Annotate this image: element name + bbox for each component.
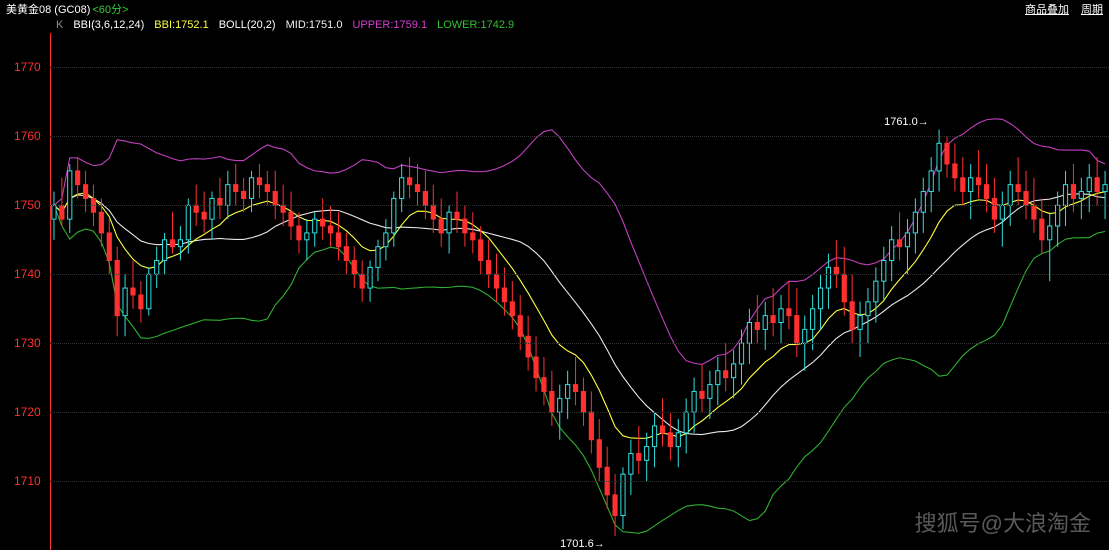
low-annotation: 1701.6→ (560, 538, 605, 550)
grid-line (50, 67, 1109, 68)
grid-line (50, 343, 1109, 344)
y-axis: 1710 1720 1730 1740 1750 1760 1770 (0, 33, 50, 550)
indicator-row: K BBI(3,6,12,24) BBI:1752.1 BOLL(20,2) M… (0, 17, 1109, 33)
timeframe-label: <60分> (92, 1, 128, 17)
k-label: K (56, 19, 63, 31)
y-tick-label: 1750 (14, 198, 41, 212)
y-tick-label: 1720 (14, 405, 41, 419)
y-tick-label: 1730 (14, 336, 41, 350)
bbi-value: BBI:1752.1 (154, 19, 208, 31)
chart-svg (50, 33, 1109, 550)
plot-area[interactable]: 1761.0→ 1701.6→ (50, 33, 1109, 550)
y-tick-label: 1760 (14, 129, 41, 143)
period-link[interactable]: 周期 (1081, 1, 1103, 17)
y-tick-label: 1740 (14, 267, 41, 281)
mid-value: MID:1751.0 (286, 19, 343, 31)
grid-line (50, 205, 1109, 206)
instrument-title: 美黄金08 (GC08) (6, 1, 90, 17)
bbi-label: BBI(3,6,12,24) (73, 19, 144, 31)
lower-value: LOWER:1742.9 (437, 19, 514, 31)
y-tick-label: 1770 (14, 60, 41, 74)
grid-line (50, 136, 1109, 137)
overlay-link[interactable]: 商品叠加 (1025, 1, 1069, 17)
grid-line (50, 412, 1109, 413)
chart-container: 1710 1720 1730 1740 1750 1760 1770 1761.0→ 170… (0, 33, 1109, 550)
y-tick-label: 1710 (14, 474, 41, 488)
grid-line (50, 274, 1109, 275)
upper-value: UPPER:1759.1 (352, 19, 427, 31)
boll-label: BOLL(20,2) (219, 19, 276, 31)
high-annotation: 1761.0→ (884, 116, 929, 128)
grid-line (50, 481, 1109, 482)
chart-header: 美黄金08 (GC08) <60分> 商品叠加 周期 (0, 0, 1109, 17)
